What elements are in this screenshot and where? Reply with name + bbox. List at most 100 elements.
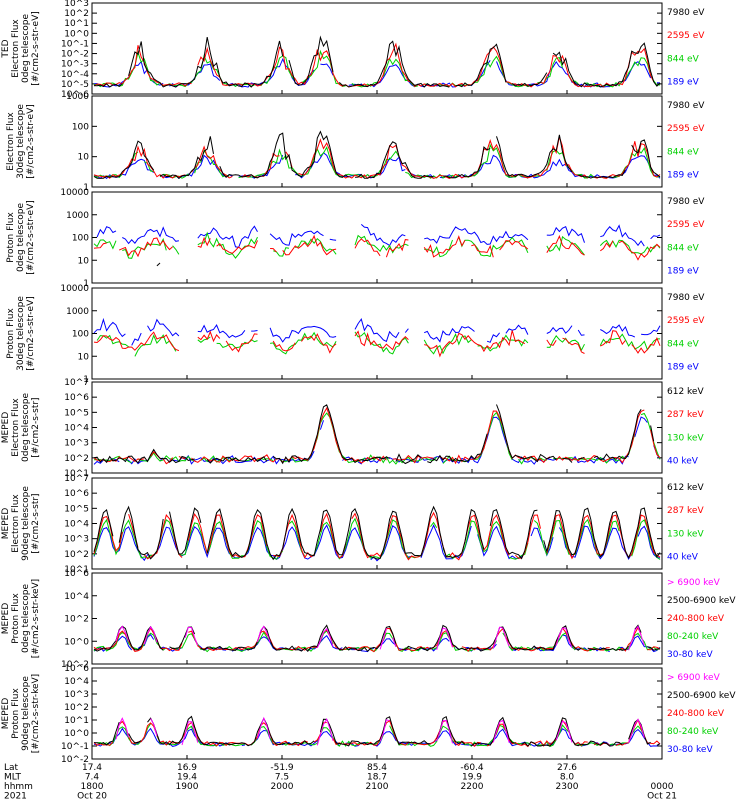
series-130-kev-trace: [93, 411, 661, 465]
y-tick-label: 10: [78, 352, 90, 362]
legend-entry: 844 eV: [667, 243, 700, 253]
legend-entry: 7980 eV: [667, 197, 705, 207]
y-axis-label: 30deg telescope: [16, 296, 26, 371]
y-tick-label: 10: [78, 153, 90, 163]
legend-entry: 2595 eV: [667, 31, 705, 41]
legend-entry: 80-240 keV: [667, 727, 719, 737]
y-tick-label: 10^2: [64, 550, 89, 560]
series-2500-6900-kev-trace: [93, 624, 661, 652]
legend-entry: 2500-6900 keV: [667, 596, 736, 606]
x-tick-lat: 85.4: [367, 763, 387, 773]
panel-frame: [91, 2, 663, 95]
x-tick-hhmm: 1900: [176, 782, 199, 792]
y-tick-label: 10^-2: [61, 660, 89, 670]
y-tick-label: 10^6: [64, 393, 89, 403]
panel-frame: [91, 95, 663, 188]
y-axis-label: [#/cm2-s-str-eV]: [26, 296, 36, 371]
legend-entry: 80-240 keV: [667, 632, 719, 642]
y-axis-label: Electron Flux: [11, 398, 21, 457]
panel-frame: [91, 667, 663, 760]
y-tick-label: 1: [83, 279, 89, 289]
y-axis-label: TED: [1, 39, 11, 58]
legend-entry: 844 eV: [667, 54, 700, 64]
legend-entry: 130 keV: [667, 433, 704, 443]
x-tick-hhmm: 1800: [81, 782, 104, 792]
x-tick-hhmm: 2200: [461, 782, 484, 792]
y-tick-label: 10^4: [64, 677, 89, 687]
y-tick-label: 10^3: [64, 535, 89, 545]
legend-entry: 844 eV: [667, 147, 700, 157]
y-tick-label: 10^3: [64, 0, 89, 9]
legend-entry: 189 eV: [667, 78, 700, 88]
y-axis-label: [#/cm2-s-str-keV]: [31, 579, 41, 658]
y-axis-label: 30deg telescope: [16, 104, 26, 179]
legend-entry: 2500-6900 keV: [667, 691, 736, 701]
legend-entry: 30-80 keV: [667, 650, 713, 660]
legend-entry: 240-800 keV: [667, 709, 725, 719]
y-axis-label: 90deg telescope: [21, 676, 31, 751]
y-tick-label: 10: [78, 256, 90, 266]
y-tick-label: 100: [72, 234, 89, 244]
x-tick-lat: -60.4: [460, 763, 484, 773]
legend-entry: 30-80 keV: [667, 745, 713, 755]
y-axis-label: MEPED: [1, 698, 11, 730]
legend-entry: 7980 eV: [667, 101, 705, 111]
x-tick-lat: 27.6: [557, 763, 577, 773]
x-tick-mlt: 8.0: [560, 773, 575, 783]
y-tick-label: 1: [83, 375, 89, 385]
x-axis-row-label: hhmm: [4, 782, 33, 792]
y-tick-label: 10^2: [64, 9, 89, 19]
y-tick-label: 1: [83, 183, 89, 193]
y-tick-label: 10^3: [64, 439, 89, 449]
legend-entry: 844 eV: [667, 339, 700, 349]
y-axis-label: [#/cm2-s-str-keV]: [31, 674, 41, 753]
chart-panels: 10^310^210^110^010^-110^-210^-310^-410^-…: [1, 0, 736, 765]
y-tick-label: 10^1: [64, 19, 89, 29]
x-tick-date: Oct 20: [77, 792, 107, 800]
legend-entry: 130 keV: [667, 529, 704, 539]
y-tick-label: 10^1: [64, 716, 89, 726]
panel-7: 10^6 10^4 10^2 10^0 10^-2 MEPED Proton Flux 0de…: [1, 569, 736, 670]
series-7980-ev-trace: [93, 130, 661, 179]
y-axis-label: [#/cm2-s-str]: [31, 493, 41, 553]
y-tick-label: 10^2: [64, 454, 89, 464]
legend-entry: 2595 eV: [667, 316, 705, 326]
series-30-80-kev-trace: [93, 727, 661, 748]
y-tick-label: 10^-3: [61, 60, 89, 70]
y-tick-label: 10^-2: [61, 50, 89, 60]
y-tick-label: 10^3: [64, 690, 89, 700]
y-tick-label: 100: [72, 330, 89, 340]
panel-4: 10000 1000 100 10 1 Proton Flux 30deg telescop…: [6, 284, 705, 385]
y-tick-label: 1000: [66, 307, 89, 317]
y-axis-label: 90deg telescope: [21, 486, 31, 561]
y-axis-label: 0deg telescope: [16, 203, 26, 273]
y-tick-label: 10^6: [64, 489, 89, 499]
panel-8: 10^6 10^4 10^3 10^2 10^1 10^0 10^-1 10^-2 MEPED P…: [1, 664, 736, 765]
series--6900-kev-trace: [115, 625, 645, 651]
legend-entry: 189 eV: [667, 363, 700, 373]
x-tick-mlt: 19.4: [177, 773, 197, 783]
x-tick-lat: 17.4: [82, 763, 102, 773]
panel-3: 10000 1000 100 10 1 Proton Flux 0deg telescope…: [6, 188, 705, 289]
y-axis-label: 0deg telescope: [21, 14, 31, 84]
y-tick-label: 10^5: [64, 408, 89, 418]
legend-entry: 189 eV: [667, 171, 700, 181]
x-tick-mlt: 7.5: [275, 773, 289, 783]
series-189-ev-trace: [93, 317, 661, 346]
y-axis-label: [#/cm2-s-str-eV]: [31, 11, 41, 86]
y-axis-label: 0deg telescope: [21, 393, 31, 463]
y-tick-label: 10^7: [64, 474, 89, 484]
y-tick-label: 10^4: [64, 592, 89, 602]
panel-6: 10^7 10^6 10^5 10^4 10^3 10^2 10^1 MEPED Electro…: [1, 474, 704, 575]
y-tick-label: 10^2: [64, 703, 89, 713]
x-axis-row-label: 2021: [4, 792, 27, 800]
panel-frame: [91, 477, 663, 570]
y-axis-label: Electron Flux: [11, 19, 21, 78]
legend-entry: 240-800 keV: [667, 614, 725, 624]
y-tick-label: 10^6: [64, 664, 89, 674]
y-tick-label: 10000: [60, 188, 89, 198]
x-tick-hhmm: 2100: [366, 782, 389, 792]
x-tick-hhmm: 2000: [271, 782, 294, 792]
y-axis-label: Electron Flux: [11, 494, 21, 553]
